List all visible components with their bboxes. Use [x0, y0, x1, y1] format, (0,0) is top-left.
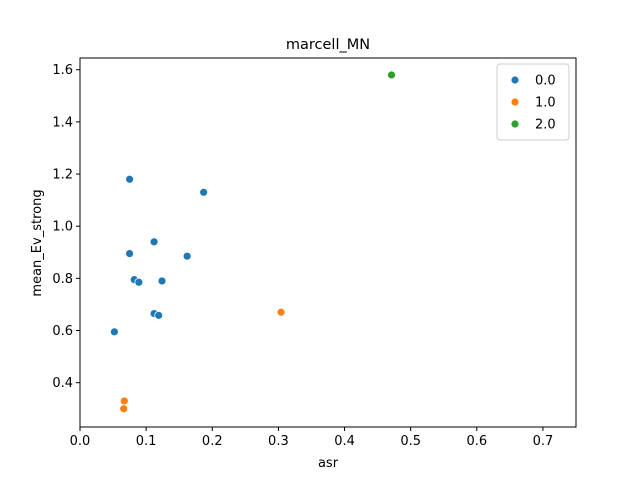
data-point — [125, 174, 135, 184]
x-tick-label: 0.0 — [70, 434, 91, 449]
data-point — [149, 237, 159, 247]
data-point — [125, 249, 135, 258]
y-tick-label: 0.6 — [52, 324, 73, 339]
x-tick-label: 0.5 — [400, 434, 421, 449]
data-point — [119, 396, 129, 406]
x-tick-label: 0.1 — [136, 434, 157, 449]
x-tick-label: 0.7 — [533, 434, 554, 449]
data-point — [199, 187, 209, 197]
y-tick-label: 1.6 — [52, 63, 73, 78]
series-0.0 — [109, 174, 209, 337]
x-axis: 0.0 0.1 0.2 0.3 0.4 0.5 0.6 0.7 — [70, 427, 554, 449]
legend-marker — [510, 97, 520, 107]
y-tick-label: 0.8 — [52, 272, 73, 287]
y-axis: 0.4 0.6 0.8 1.0 1.2 1.4 1.6 — [52, 63, 80, 391]
legend-label: 2.0 — [535, 118, 556, 133]
y-tick-label: 1.0 — [52, 220, 73, 235]
data-point — [182, 251, 192, 261]
x-tick-label: 0.4 — [334, 434, 355, 449]
data-point — [154, 310, 164, 320]
legend: 0.0 1.0 2.0 — [496, 63, 570, 141]
data-point — [134, 277, 144, 287]
legend-label: 1.0 — [535, 96, 556, 111]
x-tick-label: 0.3 — [268, 434, 289, 449]
data-point — [276, 307, 286, 317]
x-tick-label: 0.6 — [466, 434, 487, 449]
legend-marker — [510, 75, 520, 85]
y-axis-label: mean_Ev_strong — [30, 189, 45, 296]
legend-marker — [510, 119, 520, 129]
data-point — [387, 70, 396, 80]
data-point — [109, 327, 119, 337]
y-tick-label: 1.4 — [52, 115, 73, 130]
data-point — [157, 276, 167, 286]
legend-label: 0.0 — [535, 74, 556, 89]
legend-box — [496, 63, 570, 141]
chart-title: marcell_MN — [286, 37, 370, 53]
x-tick-label: 0.2 — [202, 434, 223, 449]
series-1.0 — [119, 307, 286, 414]
plot-frame — [79, 57, 577, 428]
series-2.0 — [387, 70, 396, 80]
data-point — [119, 404, 129, 414]
y-tick-label: 0.4 — [52, 376, 73, 391]
y-tick-label: 1.2 — [52, 168, 73, 183]
plot-marks — [109, 70, 396, 414]
x-axis-label: asr — [318, 456, 339, 471]
